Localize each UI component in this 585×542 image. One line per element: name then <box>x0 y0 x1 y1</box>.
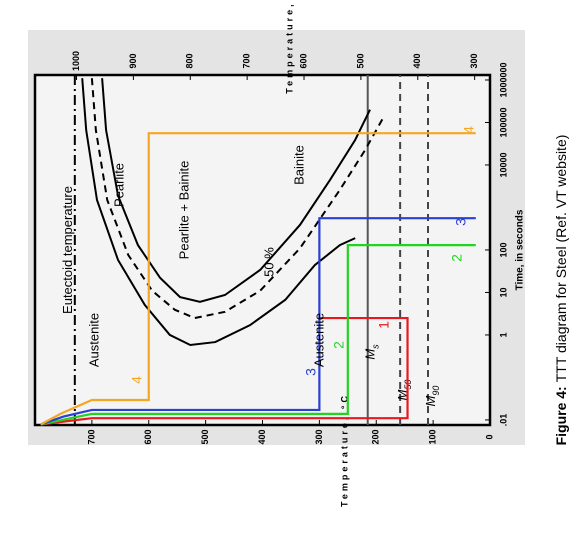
region-label: 50 % <box>261 247 276 277</box>
x-tick-label: 100 <box>498 242 508 257</box>
y-tick-label: 500 <box>200 429 210 444</box>
cooling-path-label: 2 <box>331 341 347 349</box>
y2-tick-label: 600 <box>298 53 308 68</box>
reference-label: Eutectoid temperature <box>60 186 75 314</box>
cooling-path-label: 4 <box>129 376 145 384</box>
cooling-path-label: 3 <box>303 368 319 376</box>
cooling-path <box>40 244 476 426</box>
cooling-path <box>40 316 409 426</box>
y-tick-label: 0 <box>484 434 494 439</box>
region-label: Pearlite <box>111 163 126 207</box>
transformation-curve <box>101 78 371 303</box>
y2-tick-label: 800 <box>185 53 195 68</box>
reference-label-main: M <box>363 349 378 360</box>
cooling-path <box>40 132 476 426</box>
y2-tick-label: 400 <box>412 53 422 68</box>
y2-tick-label: 900 <box>128 53 138 68</box>
region-label: Pearlite + Bainite <box>176 161 191 260</box>
cooling-path <box>40 217 476 426</box>
cooling-path-label: 3 <box>453 218 469 226</box>
y2-tick-label: 300 <box>469 53 479 68</box>
reference-label-main: M <box>423 395 438 406</box>
cooling-path-label: 4 <box>461 126 477 134</box>
reference-label: M90 <box>423 386 441 407</box>
figure-caption: Figure 4: TTT diagram for Steel (Ref. VT … <box>553 135 569 446</box>
region-label: Austenite <box>86 313 101 367</box>
reference-label-main: Eutectoid temperature <box>60 186 75 314</box>
caption-text: TTT diagram for Steel (Ref. VT website) <box>553 135 569 383</box>
x-tick-label: .01 <box>498 414 508 427</box>
reference-label-sub: 90 <box>431 386 441 396</box>
cooling-path-label: 2 <box>449 254 465 262</box>
region-label: Austenite <box>311 313 326 367</box>
x-tick-label: 1000000 <box>498 62 508 97</box>
rotated-plot: Figure 4: TTT diagram for Steel (Ref. VT … <box>40 0 569 507</box>
reference-label: Ms <box>363 344 381 360</box>
y2-axis-label: Temperature, K <box>284 0 294 94</box>
y2-tick-label: 500 <box>355 53 365 68</box>
y-tick-label: 400 <box>257 429 267 444</box>
x-axis-label: Time, in seconds <box>515 209 526 290</box>
y-tick-label: 200 <box>371 429 381 444</box>
x-tick-label: 10 <box>498 287 508 297</box>
y-axis-label: Temperature, °C <box>339 393 349 507</box>
figure-label: Figure 4: <box>553 386 569 445</box>
y-tick-label: 300 <box>314 429 324 444</box>
y2-tick-label: 1000 <box>71 51 81 71</box>
y-tick-label: 600 <box>143 429 153 444</box>
reference-label-sub: s <box>371 344 381 349</box>
x-tick-label: 10000 <box>498 152 508 177</box>
x-tick-label: 1 <box>498 332 508 337</box>
reference-label-main: M <box>396 389 411 400</box>
transformation-curve <box>81 78 356 347</box>
x-tick-label: 100000 <box>498 107 508 137</box>
y-tick-label: 100 <box>428 429 438 444</box>
y2-tick-label: 700 <box>242 53 252 68</box>
transformation-curve <box>90 78 386 320</box>
y-tick-label: 700 <box>86 429 96 444</box>
region-label: Bainite <box>291 145 306 185</box>
cooling-path-label: 1 <box>376 321 392 329</box>
